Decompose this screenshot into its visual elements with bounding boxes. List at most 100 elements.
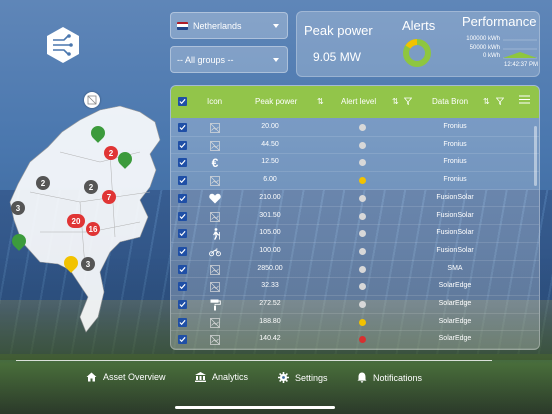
data-source-cell: SolarEdge <box>438 300 472 307</box>
peak-power-cell: 6.00 <box>263 176 277 184</box>
menu-icon[interactable] <box>519 95 530 106</box>
gear-icon <box>278 372 289 383</box>
alert-level-indicator <box>359 177 366 185</box>
peak-power-label: Peak power <box>304 23 373 38</box>
data-source-cell: Fronius <box>443 158 467 166</box>
row-checkbox[interactable] <box>178 176 187 186</box>
alert-level-indicator <box>359 336 366 344</box>
assets-table: Icon Peak power ⇅ Alert level ⇅ Data Bro… <box>170 85 540 350</box>
nav-analytics[interactable]: Analytics <box>195 372 248 382</box>
row-checkbox[interactable] <box>178 123 187 132</box>
peak-power-cell: 301.50 <box>259 211 281 219</box>
table-row[interactable]: 272.52 SolarEdge <box>171 296 539 314</box>
map-cluster-pin[interactable]: 2 <box>84 180 98 194</box>
row-checkbox[interactable] <box>178 300 187 309</box>
image-placeholder-icon <box>209 317 221 329</box>
performance-tick: 50000 kWh <box>469 44 500 51</box>
netherlands-map[interactable] <box>0 92 170 337</box>
netherlands-flag-icon <box>177 21 188 30</box>
home-icon <box>86 372 97 382</box>
sort-icon[interactable]: ⇅ <box>392 97 399 106</box>
data-source-cell: Fronius <box>443 123 467 130</box>
app-logo <box>44 26 82 64</box>
row-checkbox[interactable] <box>178 335 187 345</box>
row-checkbox[interactable] <box>178 158 187 168</box>
sort-icon[interactable]: ⇅ <box>483 97 490 106</box>
alert-level-indicator <box>359 194 366 202</box>
column-header-icon: Icon <box>207 97 223 106</box>
table-row[interactable]: 188.80 SolarEdge <box>171 314 539 332</box>
chevron-down-icon <box>273 24 279 28</box>
group-select[interactable]: -- All groups -- <box>170 46 288 73</box>
column-header-peak-power[interactable]: Peak power <box>255 97 298 106</box>
performance-sparkline[interactable] <box>503 38 537 62</box>
map-cluster-pin[interactable]: 2 <box>104 146 118 160</box>
map-image-toggle-button[interactable] <box>84 92 100 108</box>
performance-tick: 100000 kWh <box>466 36 500 42</box>
table-row[interactable]: 32.33 SolarEdge <box>171 278 539 296</box>
row-checkbox[interactable] <box>178 193 187 203</box>
map-cluster-pin[interactable]: 20 <box>67 214 85 228</box>
alert-level-indicator <box>359 230 366 238</box>
table-row[interactable]: 210.00 FusionSolar <box>171 190 539 208</box>
person-walking-icon <box>209 228 221 240</box>
data-source-cell: SolarEdge <box>438 335 472 343</box>
sort-icon[interactable]: ⇅ <box>317 97 324 106</box>
row-checkbox[interactable] <box>178 229 187 239</box>
table-header: Icon Peak power ⇅ Alert level ⇅ Data Bro… <box>171 86 539 118</box>
row-checkbox[interactable] <box>178 246 187 256</box>
data-source-cell: Fronius <box>443 176 467 184</box>
table-row[interactable]: 100.00 FusionSolar <box>171 243 539 261</box>
map-cluster-pin[interactable]: 2 <box>36 176 50 190</box>
nav-settings[interactable]: Settings <box>278 372 328 383</box>
alert-level-indicator <box>359 265 366 273</box>
map-cluster-pin[interactable]: 7 <box>102 190 116 204</box>
filter-icon[interactable] <box>495 97 505 107</box>
row-checkbox[interactable] <box>178 140 187 150</box>
peak-power-cell: 272.52 <box>259 300 281 307</box>
alert-level-indicator <box>359 141 366 149</box>
alerts-donut-chart[interactable] <box>402 38 432 68</box>
performance-y-axis: 100000 kWh 50000 kWh 0 kWh <box>458 35 500 61</box>
table-row[interactable]: 20.00 Fronius <box>171 119 539 137</box>
map-cluster-pin[interactable]: 3 <box>81 257 95 271</box>
data-source-cell: FusionSolar <box>436 246 474 254</box>
heart-icon <box>209 193 221 205</box>
row-checkbox[interactable] <box>178 317 187 327</box>
peak-power-cell: 44.50 <box>261 140 279 148</box>
map-cluster-pin[interactable]: 16 <box>86 222 100 236</box>
column-header-alert-level[interactable]: Alert level <box>341 97 377 106</box>
select-all-checkbox[interactable] <box>178 97 187 106</box>
alert-level-indicator <box>359 247 366 255</box>
table-row[interactable]: 105.00 FusionSolar <box>171 225 539 243</box>
table-row[interactable]: 301.50 FusionSolar <box>171 208 539 226</box>
nav-asset-overview[interactable]: Asset Overview <box>86 372 166 382</box>
nav-notifications[interactable]: Notifications <box>357 372 422 383</box>
bell-icon <box>357 372 367 383</box>
alerts-label: Alerts <box>402 18 436 33</box>
alert-level-indicator <box>359 212 366 220</box>
table-row[interactable]: 6.00 Fronius <box>171 172 539 190</box>
row-checkbox[interactable] <box>178 211 187 221</box>
group-select-value: -- All groups -- <box>177 54 234 65</box>
country-select[interactable]: Netherlands <box>170 12 288 39</box>
map-cluster-pin[interactable]: 3 <box>11 201 25 215</box>
peak-power-cell: 100.00 <box>259 246 281 254</box>
home-indicator[interactable] <box>175 406 335 409</box>
nav-divider <box>16 360 492 361</box>
row-checkbox[interactable] <box>178 264 187 274</box>
table-row[interactable]: €12.50 Fronius <box>171 154 539 173</box>
peak-power-cell: 32.33 <box>261 282 279 290</box>
alert-level-indicator <box>359 124 366 131</box>
table-row[interactable]: 140.42 SolarEdge <box>171 331 539 349</box>
table-row[interactable]: 44.50 Fronius <box>171 137 539 155</box>
table-row[interactable]: 2850.00 SMA <box>171 261 539 279</box>
data-source-cell: Fronius <box>443 140 467 148</box>
image-off-icon <box>87 95 97 105</box>
table-scrollbar[interactable] <box>534 126 537 186</box>
peak-power-cell: 20.00 <box>261 123 279 130</box>
filter-icon[interactable] <box>403 97 413 107</box>
column-header-data-bron[interactable]: Data Bron <box>432 97 469 106</box>
bank-icon <box>195 372 206 382</box>
row-checkbox[interactable] <box>178 282 187 292</box>
